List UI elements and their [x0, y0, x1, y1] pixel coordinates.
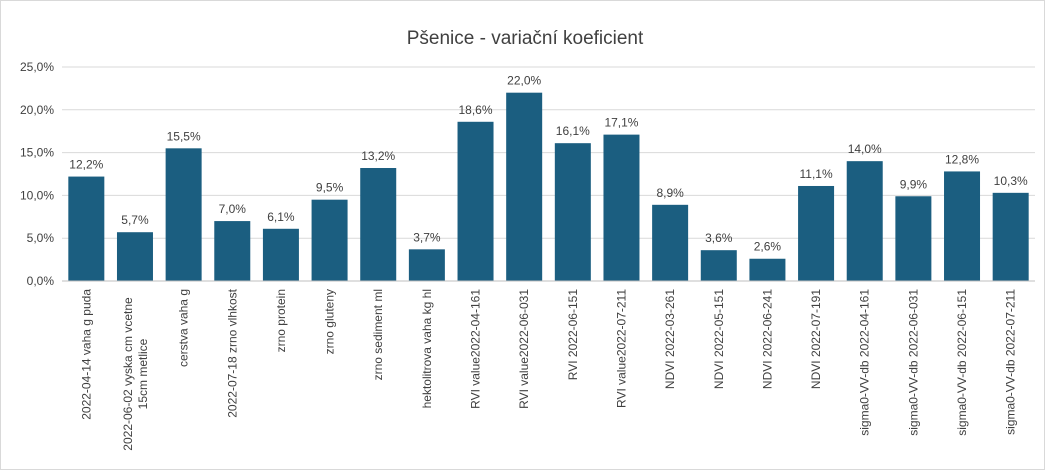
data-label: 2,6% [754, 240, 782, 254]
x-tick-label: sigma0-VV-db 2022-04-161 [858, 289, 872, 436]
data-label: 6,1% [267, 210, 295, 224]
data-label: 11,1% [800, 167, 833, 181]
x-tick-label: RVI 2022-06-151 [566, 289, 580, 381]
bar [506, 92, 543, 282]
data-label: 7,0% [219, 202, 247, 216]
bar [360, 168, 397, 281]
bar [311, 199, 348, 281]
bar [262, 228, 299, 281]
bar [749, 258, 786, 281]
x-tick-label: zrno sediment ml [371, 289, 385, 380]
x-tick-label: RVI value2022-07-211 [614, 289, 628, 408]
x-tick-label: 2022-04-14 vaha g puda [79, 289, 93, 420]
data-label: 8,9% [656, 186, 684, 200]
x-tick-label: sigma0-VV-db 2022-07-211 [1004, 289, 1018, 435]
x-tick-label: NDVI 2022-03-261 [663, 289, 677, 389]
y-tick-label: 5,0% [27, 231, 55, 245]
bar [992, 192, 1029, 281]
data-label: 3,6% [705, 231, 733, 245]
x-tick-label: NDVI 2022-06-241 [760, 289, 774, 389]
data-label: 9,9% [900, 177, 928, 191]
x-tick-label: NDVI 2022-07-191 [809, 289, 823, 389]
bar [652, 204, 689, 281]
bar [603, 134, 640, 281]
data-label: 10,3% [994, 174, 1028, 188]
x-tick-label: hektolitrova vaha kg hl [420, 289, 434, 408]
data-label: 18,6% [459, 103, 493, 117]
data-label: 5,7% [121, 213, 149, 227]
data-label: 16,1% [556, 124, 590, 138]
data-label: 12,2% [69, 158, 103, 172]
bar [165, 148, 202, 281]
data-label: 17,1% [604, 116, 638, 130]
data-label: 3,7% [413, 230, 441, 244]
x-tick-label: RVI value2022-06-031 [517, 289, 531, 409]
bar [554, 143, 591, 281]
data-label: 14,0% [848, 142, 882, 156]
x-tick-label: NDVI 2022-05-151 [712, 289, 726, 389]
data-label: 22,0% [507, 74, 541, 88]
x-tick-label: sigma0-VV-db 2022-06-031 [906, 289, 920, 436]
x-tick-label: zrno gluteny [323, 289, 337, 354]
x-tick-label: sigma0-VV-db 2022-06-151 [955, 289, 969, 436]
x-tick-label: 2022-07-18 zrno vlhkost [225, 288, 239, 417]
bar [700, 250, 737, 281]
data-label: 15,5% [167, 129, 201, 143]
x-tick-label: RVI value2022-04-161 [469, 289, 483, 409]
x-tick-label: cerstva vaha g [177, 289, 191, 367]
data-label: 12,8% [945, 152, 979, 166]
bar [846, 161, 883, 281]
data-label: 13,2% [361, 149, 395, 163]
bar [798, 185, 835, 281]
bar [944, 171, 981, 281]
bar [408, 249, 445, 281]
bar [116, 232, 153, 281]
chart-title: Pšenice - variační koeficient [407, 28, 644, 49]
bar [895, 196, 932, 281]
y-tick-label: 15,0% [20, 146, 54, 160]
y-tick-label: 0,0% [27, 274, 55, 288]
bar [457, 121, 494, 281]
bar [68, 176, 105, 281]
x-tick-label: 2022-06-02 vyska cm vcetne15cm metlice [121, 297, 150, 451]
data-label: 9,5% [316, 181, 344, 195]
x-tick-label: zrno protein [274, 289, 288, 352]
y-tick-label: 10,0% [20, 188, 54, 202]
bar [214, 221, 251, 281]
y-tick-label: 25,0% [20, 60, 54, 74]
y-tick-label: 20,0% [20, 103, 54, 117]
